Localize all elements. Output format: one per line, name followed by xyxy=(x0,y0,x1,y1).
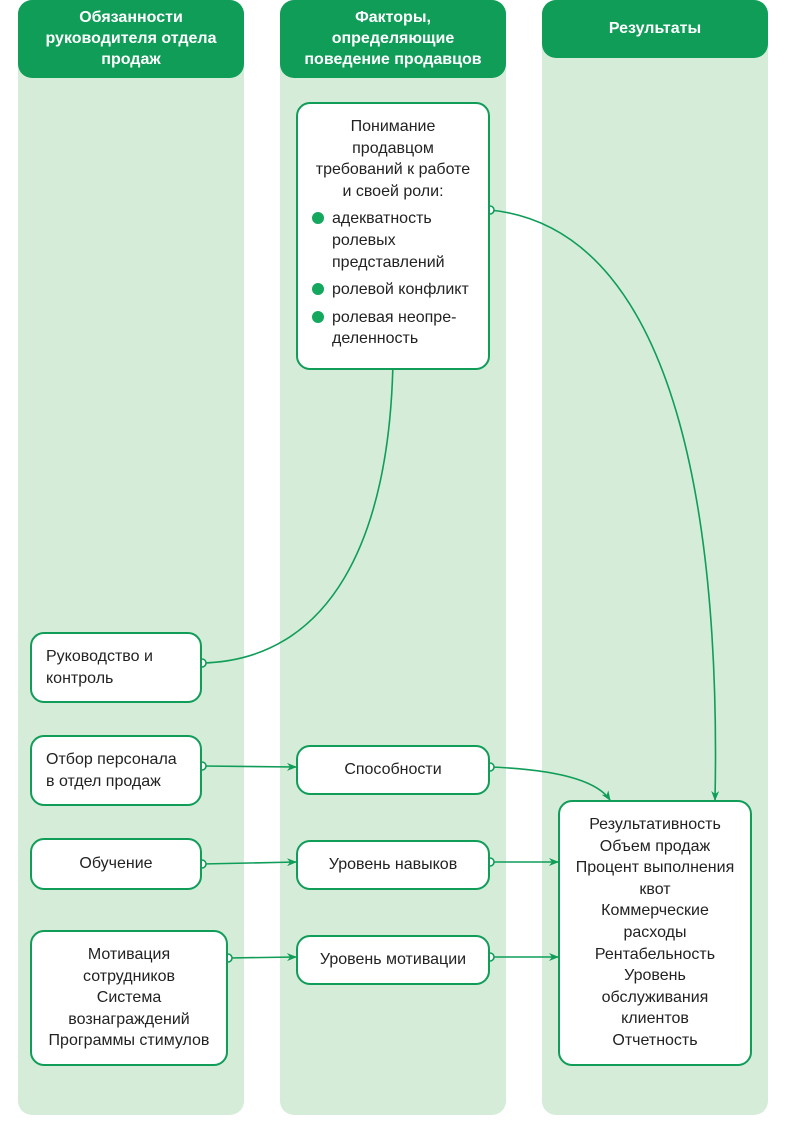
node-motivation-left: Мотивация сотрудниковСистема вознагражде… xyxy=(30,930,228,1066)
node-lead-text: Понимание продавцом требований к работе … xyxy=(312,116,474,202)
bullet-item-2: ролевой конфликт xyxy=(312,279,474,301)
bullet-item-3: ролевая неопре­деленность xyxy=(312,307,474,350)
bullet-dot-icon xyxy=(312,311,324,323)
node-training: Обучение xyxy=(30,838,202,890)
node-motivation-right: Уровень мотивации xyxy=(296,935,490,985)
bullet-item-1: адекватность ролевых представлений xyxy=(312,208,474,273)
column-header-3: Результаты xyxy=(542,0,768,58)
node-results: РезультативностьОбъем продажПроцент выпо… xyxy=(558,800,752,1066)
bullet-list: адекватность ролевых представлений ролев… xyxy=(312,208,474,350)
column-header-1: Обязанности руководителя отдела продаж xyxy=(18,0,244,78)
node-skill: Уровень навыков xyxy=(296,840,490,890)
node-ability: Способности xyxy=(296,745,490,795)
node-role-understanding: Понимание продавцом требований к работе … xyxy=(296,102,490,370)
bullet-dot-icon xyxy=(312,212,324,224)
node-selection: Отбор персонала в отдел продаж xyxy=(30,735,202,806)
column-header-2: Факторы, определяющие поведение продавцо… xyxy=(280,0,506,78)
node-leadership: Руководство и контроль xyxy=(30,632,202,703)
bullet-dot-icon xyxy=(312,283,324,295)
